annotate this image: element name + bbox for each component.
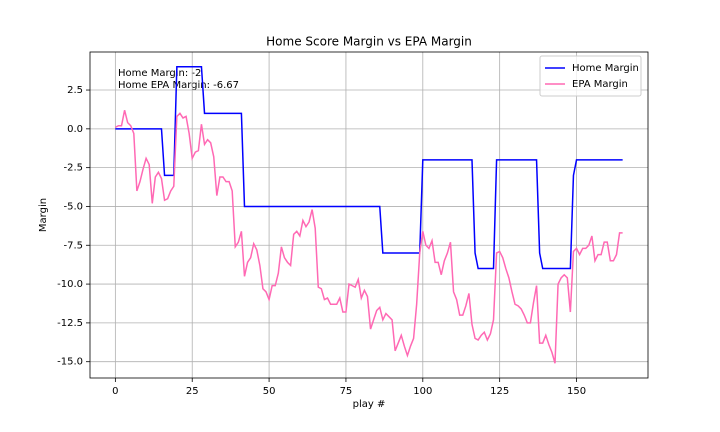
legend-box <box>539 55 642 97</box>
x-tick-label: 0 <box>112 386 118 397</box>
y-tick-label: -7.5 <box>63 240 83 251</box>
y-axis-label: Margin <box>38 198 49 232</box>
x-tick-label: 150 <box>567 386 586 397</box>
annotation: Home EPA Margin: -6.67 <box>118 80 239 91</box>
plot-frame <box>89 51 649 379</box>
y-tick-label: -15.0 <box>57 357 83 368</box>
y-tick-label: -12.5 <box>57 318 83 329</box>
y-tick-label: -10.0 <box>57 279 83 290</box>
x-tick-label: 50 <box>263 386 276 397</box>
y-tick-label: -2.5 <box>63 163 83 174</box>
x-tick-label: 125 <box>490 386 509 397</box>
x-tick-label: 25 <box>186 386 199 397</box>
y-tick-label: 2.5 <box>67 85 83 96</box>
annotation: Home Margin: -2 <box>118 68 201 79</box>
legend: Home Margin EPA Margin <box>539 55 642 97</box>
x-tick-label: 75 <box>340 386 353 397</box>
y-tick-label: -5.0 <box>63 201 83 212</box>
series-line <box>115 110 623 364</box>
chart-title: Home Score Margin vs EPA Margin <box>266 35 472 49</box>
x-tick-label: 100 <box>413 386 432 397</box>
legend-label: EPA Margin <box>572 79 628 90</box>
x-axis-label: play # <box>353 399 386 410</box>
series-line <box>115 66 623 270</box>
legend-label: Home Margin <box>572 63 639 74</box>
y-tick-label: 0.0 <box>67 124 83 135</box>
